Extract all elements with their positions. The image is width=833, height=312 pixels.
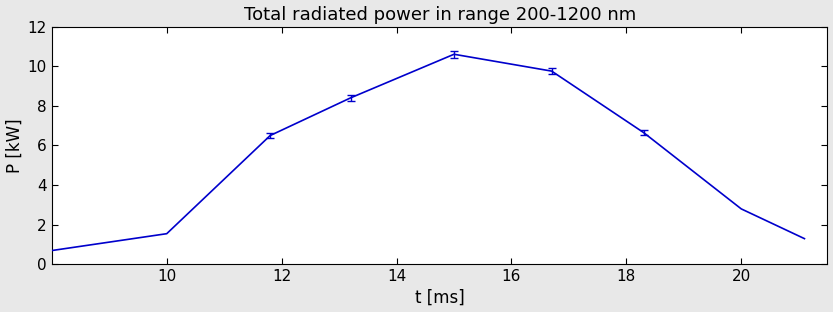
X-axis label: t [ms]: t [ms] bbox=[415, 289, 465, 306]
Y-axis label: P [kW]: P [kW] bbox=[6, 118, 23, 173]
Title: Total radiated power in range 200-1200 nm: Total radiated power in range 200-1200 n… bbox=[243, 6, 636, 23]
